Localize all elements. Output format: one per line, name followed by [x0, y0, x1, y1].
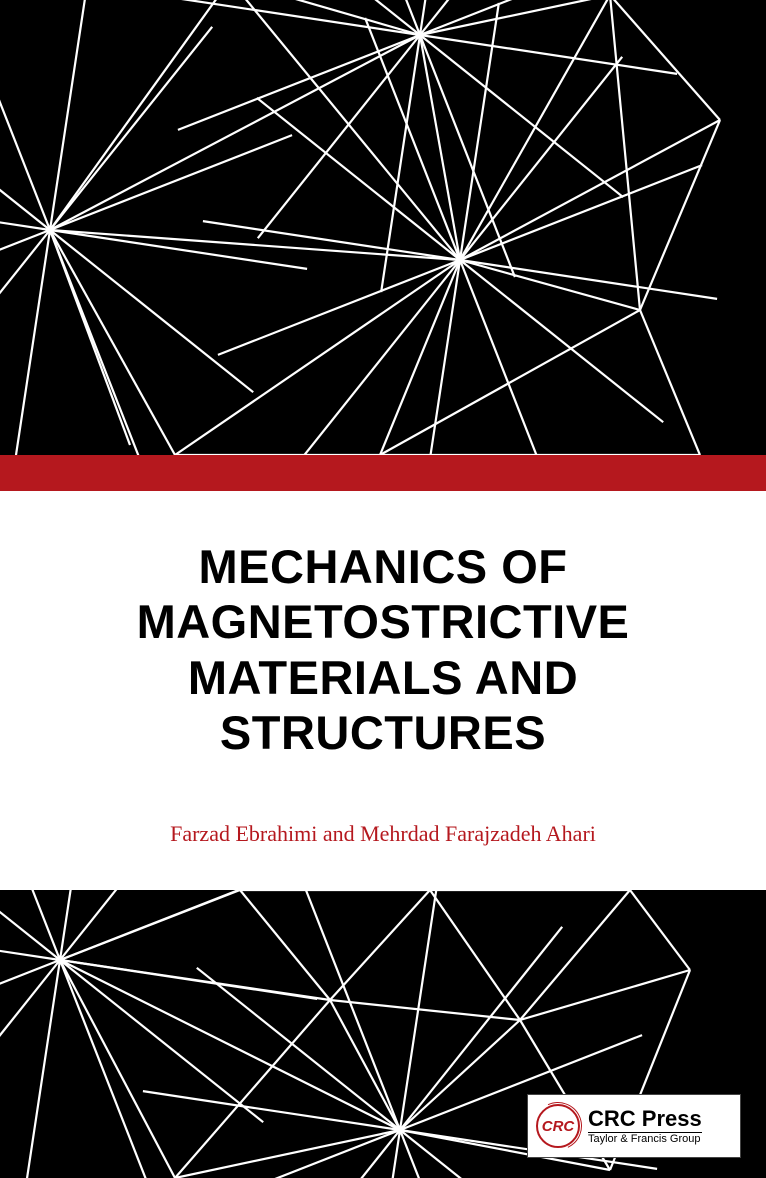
- bottom-black-panel: CRC CRC Press Taylor & Francis Group: [0, 890, 766, 1178]
- crc-logo-text: CRC: [542, 1118, 575, 1135]
- title-line: STRUCTURES: [137, 705, 630, 760]
- book-title: MECHANICS OF MAGNETOSTRICTIVE MATERIALS …: [137, 539, 630, 761]
- title-line: MAGNETOSTRICTIVE: [137, 594, 630, 649]
- crc-logo-icon: CRC: [536, 1104, 580, 1148]
- publisher-text: CRC Press Taylor & Francis Group: [588, 1107, 702, 1146]
- book-cover: MECHANICS OF MAGNETOSTRICTIVE MATERIALS …: [0, 0, 766, 1178]
- publisher-name: CRC Press: [588, 1107, 702, 1130]
- geodesic-top-svg: [0, 0, 766, 455]
- publisher-badge: CRC CRC Press Taylor & Francis Group: [527, 1094, 741, 1158]
- top-black-panel: [0, 0, 766, 455]
- title-line: MECHANICS OF: [137, 539, 630, 594]
- accent-red-bar: [0, 455, 766, 491]
- title-panel: MECHANICS OF MAGNETOSTRICTIVE MATERIALS …: [0, 491, 766, 890]
- publisher-sub: Taylor & Francis Group: [588, 1132, 702, 1146]
- title-line: MATERIALS AND: [137, 650, 630, 705]
- book-authors: Farzad Ebrahimi and Mehrdad Farajzadeh A…: [170, 821, 596, 847]
